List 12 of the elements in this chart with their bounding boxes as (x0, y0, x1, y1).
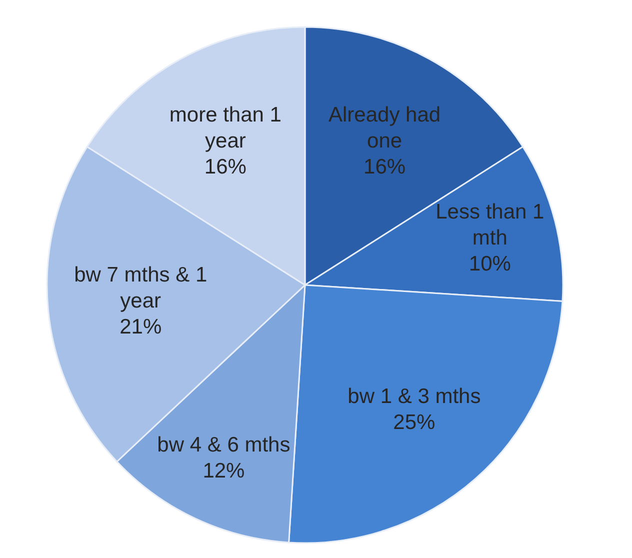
data-label: 16% (364, 154, 406, 178)
slice-label: Already had one (328, 102, 441, 152)
data-label: 25% (393, 410, 436, 434)
data-label: 16% (204, 154, 246, 178)
slice-label: bw 7 mths & 1 year (74, 263, 208, 312)
slice-label: Less than 1 mth (436, 200, 544, 250)
slice-label: bw 1 & 3 mths (348, 384, 481, 408)
slice-label: bw 4 & 6 mths (157, 433, 290, 456)
data-label: 12% (202, 459, 245, 482)
data-label: 10% (468, 252, 511, 276)
data-label: 21% (120, 315, 162, 338)
slice-label: more than 1 year (169, 102, 282, 152)
